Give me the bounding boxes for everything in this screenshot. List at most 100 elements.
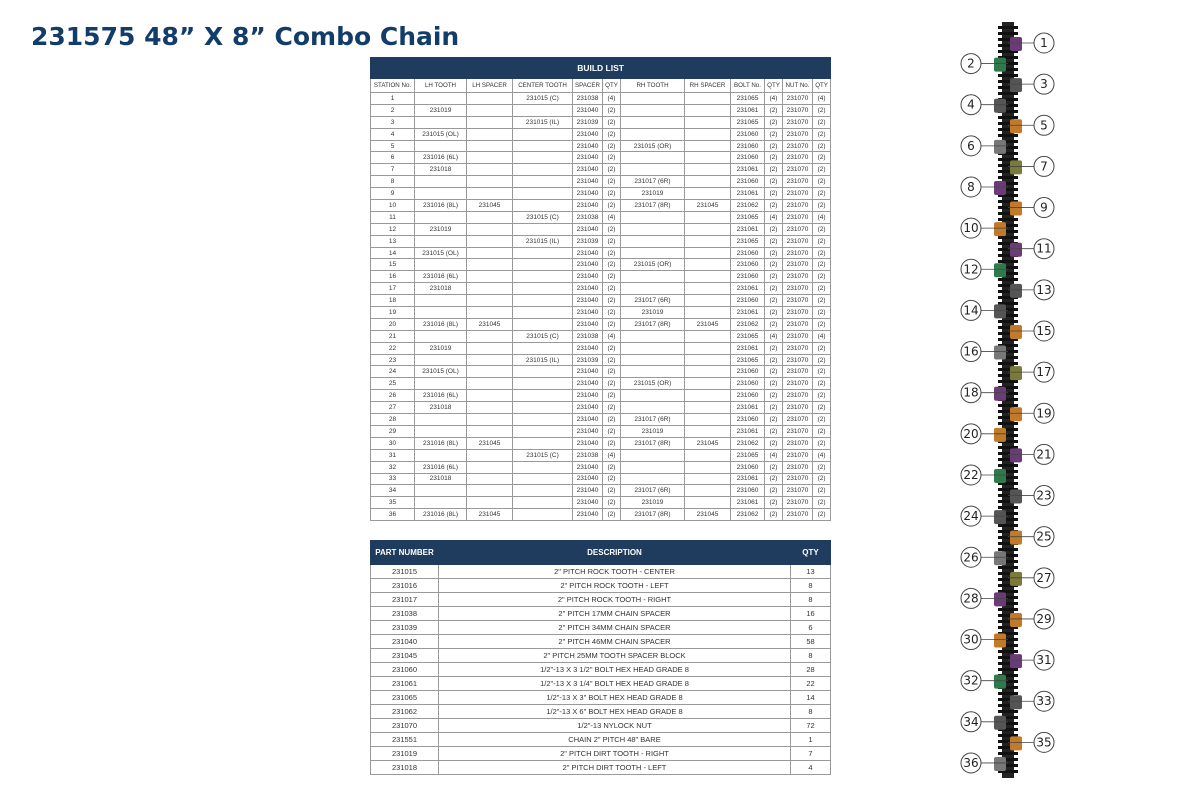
chain-link [998, 758, 1018, 761]
table-cell [512, 341, 573, 355]
table-cell: 231040 [572, 472, 603, 486]
table-cell: 231061 [370, 676, 439, 691]
table-row: 231062 1/2"-13 X 6" BOLT HEX HEAD GRADE 8… [370, 704, 831, 719]
table-cell: 231040 [572, 496, 603, 510]
table-cell [466, 151, 513, 165]
table-cell [684, 329, 731, 343]
table-cell: 231040 [572, 484, 603, 498]
chain-link [998, 728, 1018, 731]
chain-link [998, 590, 1018, 593]
callout-label: 16 [963, 345, 978, 359]
table-cell: 231018 [370, 760, 439, 775]
table-row: 8 231040 (2) 231017 (6R) 231060 (2) 231070 (2) [370, 175, 832, 189]
table-cell: (2) [811, 270, 832, 284]
table-cell: 231039 [572, 115, 603, 129]
table-cell: 10 [370, 199, 415, 212]
chain-tooth [994, 180, 1006, 195]
callout-circle [960, 505, 982, 527]
table-cell: 231070 [782, 234, 813, 248]
callout-circle [960, 464, 982, 486]
table-cell: 231015 (IL) [512, 115, 573, 129]
callout-label: 30 [963, 633, 978, 647]
table-cell: (2) [602, 424, 621, 438]
callout-circle [960, 629, 982, 651]
table-cell: 231017 (6R) [620, 175, 685, 189]
chain-link [998, 140, 1018, 143]
table-cell: (2) [764, 127, 783, 141]
callout-label: 23 [1036, 489, 1051, 503]
chain-link [998, 506, 1018, 509]
table-row: 1 231015 (C) 231038 (4) 231065 (4) 231070 (4) [370, 92, 832, 105]
chain-link [998, 476, 1018, 479]
column-header: RH TOOTH [620, 78, 685, 93]
table-cell: 231040 [572, 460, 603, 474]
table-cell: (2) [602, 365, 621, 379]
callout-circle [1033, 320, 1055, 342]
parts-table: PART NUMBER DESCRIPTION QTY 231015 2" PITCH… [370, 540, 831, 775]
table-cell: 231065 [730, 210, 765, 224]
table-cell: (4) [764, 92, 783, 105]
table-cell: (2) [602, 139, 621, 153]
chain-link [998, 260, 1018, 263]
table-cell: (2) [811, 115, 832, 129]
callout-label: 26 [963, 550, 978, 564]
table-cell: 1/2"-13 NYLOCK NUT [438, 718, 791, 733]
table-cell: 231070 [782, 329, 813, 343]
chain-link [998, 536, 1018, 539]
table-cell: (2) [602, 353, 621, 367]
table-cell: 231061 [730, 163, 765, 177]
table-cell: 231040 [370, 634, 439, 649]
table-cell [512, 472, 573, 486]
table-cell [466, 115, 513, 129]
callout-label: 15 [1036, 324, 1051, 338]
table-cell: 231018 [414, 163, 467, 177]
table-cell: 231016 (6L) [414, 460, 467, 474]
table-cell: (2) [764, 484, 783, 498]
chain-link [998, 152, 1018, 155]
table-cell: 29 [370, 424, 415, 438]
table-cell: 5 [370, 139, 415, 153]
table-cell [684, 222, 731, 236]
table-cell: 231070 [782, 258, 813, 272]
callout-label: 27 [1036, 571, 1051, 585]
table-cell: 231061 [730, 472, 765, 486]
table-cell: 231070 [782, 103, 813, 117]
table-cell: 231040 [572, 436, 603, 450]
table-cell [620, 460, 685, 474]
table-cell [684, 341, 731, 355]
table-cell [512, 484, 573, 498]
table-cell: 231015 (OL) [414, 365, 467, 379]
callout-label: 4 [967, 98, 975, 112]
chain-link [998, 68, 1018, 71]
callout-label: 29 [1036, 612, 1051, 626]
table-cell [414, 139, 467, 153]
chain-link [998, 302, 1018, 305]
table-cell: (2) [764, 270, 783, 284]
table-row: 24 231015 (OL) 231040 (2) 231060 (2) 231070 (2) [370, 365, 832, 379]
table-cell [414, 353, 467, 367]
table-cell: 231551 [370, 732, 439, 747]
table-cell: 231040 [572, 413, 603, 426]
chain-link [998, 278, 1018, 281]
chain-tooth [1010, 407, 1022, 422]
table-cell: 231040 [572, 401, 603, 415]
table-cell: 231017 (8R) [620, 199, 685, 212]
table-cell: 6 [370, 151, 415, 165]
table-cell: 231070 [782, 436, 813, 450]
table-cell: 1/2"-13 X 3 1/2" BOLT HEX HEAD GRADE 8 [438, 662, 791, 677]
table-cell [684, 460, 731, 474]
table-row: 231019 2" PITCH DIRT TOOTH - RIGHT 7 [370, 746, 831, 761]
table-cell [684, 139, 731, 153]
chain-link [998, 626, 1018, 629]
table-row: 11 231015 (C) 231038 (4) 231065 (4) 231070 (4) [370, 210, 832, 224]
table-cell [466, 496, 513, 510]
callout-circle [1033, 238, 1055, 260]
table-cell [620, 341, 685, 355]
table-cell [684, 413, 731, 426]
table-cell: 231040 [572, 163, 603, 177]
chain-tooth [1010, 695, 1022, 710]
table-row: 231070 1/2"-13 NYLOCK NUT 72 [370, 718, 831, 733]
table-cell: 231019 [370, 746, 439, 761]
table-cell: (2) [811, 365, 832, 379]
table-cell [512, 163, 573, 177]
